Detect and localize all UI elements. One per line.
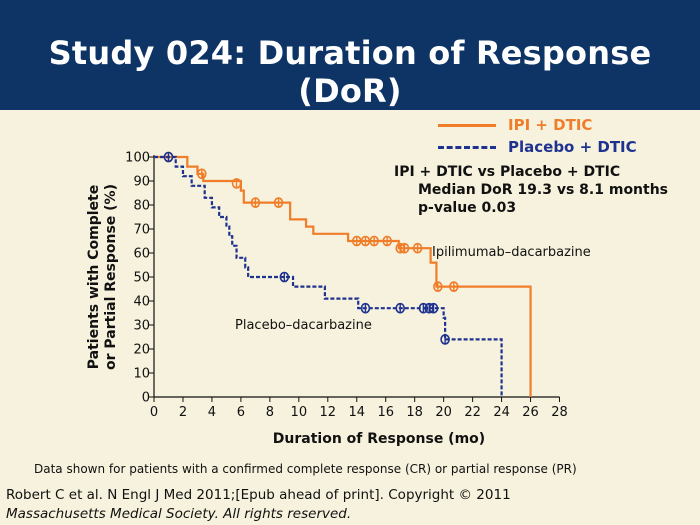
y-tick-label: 10	[133, 367, 150, 382]
x-tick-label: 10	[291, 405, 308, 420]
x-tick-label: 8	[266, 405, 274, 420]
y-tick-label: 100	[125, 151, 150, 166]
x-tick-label: 26	[522, 405, 539, 420]
annotation-comparison: IPI + DTIC vs Placebo + DTIC	[394, 164, 621, 180]
series-line-placebo	[154, 155, 503, 397]
y-tick-label: 50	[133, 271, 150, 286]
legend-label-placebo: Placebo + DTIC	[508, 138, 637, 156]
x-tick-label: 16	[377, 405, 394, 420]
annotation-median: Median DoR 19.3 vs 8.1 months	[418, 182, 669, 198]
y-tick-label: 90	[133, 175, 150, 190]
citation: Robert C et al. N Engl J Med 2011;[Epub …	[6, 486, 511, 524]
series-line-ipi	[154, 155, 532, 397]
y-tick-label: 20	[133, 343, 150, 358]
y-axis-title-line: or Partial Response (%)	[103, 184, 119, 370]
x-axis-title: Duration of Response (mo)	[273, 431, 485, 447]
y-axis-title-line: Patients with Complete	[86, 185, 102, 369]
median-annotation: IPI + DTIC vs Placebo + DTIC Median DoR …	[394, 163, 668, 217]
citation-line-1: Robert C et al. N Engl J Med 2011;[Epub …	[6, 487, 511, 503]
y-tick-label: 30	[133, 319, 150, 334]
x-tick-label: 20	[435, 405, 452, 420]
x-tick-label: 22	[464, 405, 481, 420]
legend-label-ipi: IPI + DTIC	[508, 116, 593, 134]
x-tick-label: 6	[237, 405, 245, 420]
x-tick-label: 28	[551, 405, 568, 420]
legend-swatch-placebo	[438, 145, 496, 149]
curve-label-placebo: Placebo–dacarbazine	[235, 318, 372, 333]
x-tick-label: 14	[348, 405, 365, 420]
chart-legend: IPI + DTIC Placebo + DTIC	[438, 114, 637, 158]
legend-item-placebo: Placebo + DTIC	[438, 136, 637, 158]
x-tick-label: 24	[493, 405, 510, 420]
y-axis-title: Patients with Completeor Partial Respons…	[86, 184, 119, 370]
footnote: Data shown for patients with a confirmed…	[34, 462, 577, 476]
y-tick-label: 40	[133, 295, 150, 310]
y-tick-label: 0	[142, 391, 150, 406]
x-tick-label: 12	[320, 405, 337, 420]
legend-item-ipi: IPI + DTIC	[438, 114, 637, 136]
slide-header: Study 024: Duration of Response (DoR)	[0, 0, 700, 110]
y-tick-label: 70	[133, 223, 150, 238]
x-tick-label: 2	[179, 405, 187, 420]
y-tick-label: 60	[133, 247, 150, 262]
curve-label-ipi: Ipilimumab–dacarbazine	[432, 245, 591, 260]
citation-line-2: Massachusetts Medical Society. All right…	[6, 506, 352, 522]
y-tick-label: 80	[133, 199, 150, 214]
legend-swatch-ipi	[438, 123, 496, 127]
slide-title: Study 024: Duration of Response (DoR)	[48, 34, 652, 110]
x-tick-label: 4	[208, 405, 216, 420]
annotation-pvalue: p-value 0.03	[418, 200, 517, 216]
x-tick-label: 0	[150, 405, 158, 420]
x-tick-label: 18	[406, 405, 423, 420]
